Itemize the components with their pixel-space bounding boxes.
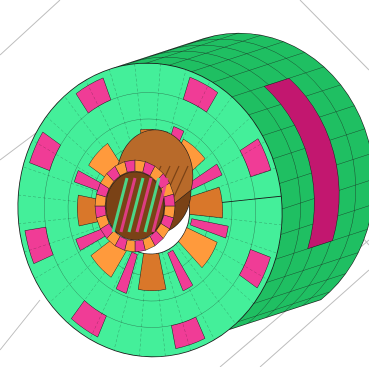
guide-line [0, 299, 41, 351]
orange-block [178, 227, 218, 269]
face-radial-mesh-line [113, 252, 140, 351]
side-wall-grid-line [237, 291, 330, 323]
guide-line [0, 129, 41, 161]
guide-line [0, 0, 61, 56]
guide-line [299, 0, 369, 71]
face-ring-mesh-line [67, 118, 233, 302]
face-radial-mesh-line [189, 214, 282, 226]
inner-magenta-block [190, 218, 229, 239]
face-radial-mesh-line [32, 140, 115, 190]
core-bore-stripe [127, 177, 145, 233]
face-radial-mesh-line [162, 252, 191, 351]
face-radial-mesh-line [187, 167, 276, 198]
side-wall-grid-line [169, 34, 262, 66]
side-wall-grid-line [191, 41, 284, 72]
face-ring-mesh-line [44, 92, 256, 328]
side-wall-grid-line [253, 273, 346, 304]
core-bore-stripe [111, 177, 129, 233]
guide-line [259, 269, 369, 367]
face-radial-mesh-line [89, 248, 133, 340]
side-wall-magenta-band [263, 77, 340, 250]
core-bore-stripe [119, 177, 137, 233]
beam-pipe-core [94, 129, 194, 253]
side-wall-grid-line [212, 52, 305, 83]
core-bore-stripe [135, 177, 153, 233]
inner-magenta-block [115, 251, 138, 294]
detector-side-wall [111, 32, 369, 330]
core-ring-segment [163, 193, 176, 207]
side-wall-grid-line [146, 32, 239, 64]
face-radial-mesh-line [24, 222, 113, 253]
face-radial-mesh-line [175, 244, 236, 325]
core-bore-stripe [143, 177, 161, 233]
side-wall-grid-line [266, 252, 359, 283]
inner-magenta-block [167, 249, 194, 292]
face-radial-mesh-line [34, 230, 116, 279]
orange-block [137, 252, 167, 291]
side-wall-grid-line [130, 56, 301, 324]
core-bore-stripe [151, 177, 169, 233]
side-wall-grid-line [185, 38, 356, 306]
